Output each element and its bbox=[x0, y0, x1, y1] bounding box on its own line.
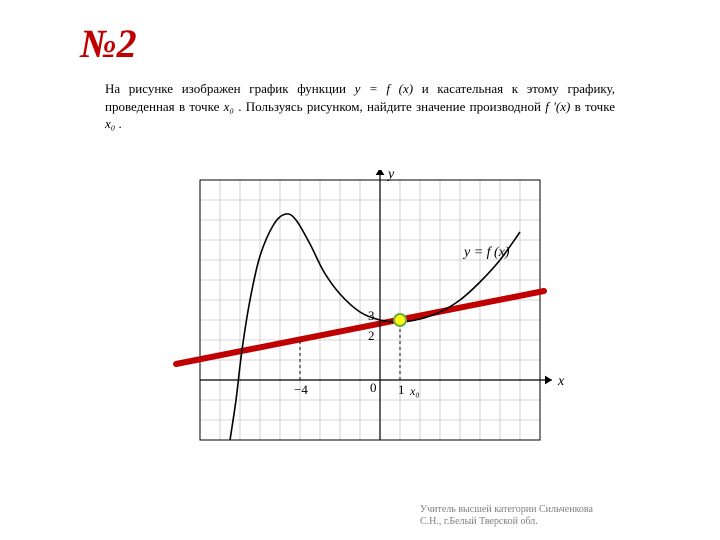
math-fprime: f '(x) bbox=[545, 99, 570, 114]
slide-title: №2 bbox=[80, 20, 137, 67]
problem-line3a: производной bbox=[470, 99, 546, 114]
svg-text:x: x bbox=[557, 374, 565, 389]
math-x0-2: x₀ bbox=[105, 116, 115, 131]
footer-line2: С.Н., г.Белый Тверской обл. bbox=[420, 516, 680, 528]
svg-text:3: 3 bbox=[368, 308, 375, 323]
svg-text:x₀: x₀ bbox=[409, 384, 420, 398]
footer-credit: Учитель высшей категории Сильченкова С.Н… bbox=[420, 504, 680, 528]
problem-line1a: На рисунке изображен график функции bbox=[105, 81, 355, 96]
chart: x y 3 2 0 −4 1 x₀ y = f (x) bbox=[160, 170, 580, 475]
math-x0-1: x₀ bbox=[224, 99, 234, 114]
problem-line3b: в точке bbox=[575, 99, 615, 114]
problem-line1b: и касательная к этому bbox=[422, 81, 559, 96]
slide: №2 На рисунке изображен график функции y… bbox=[0, 0, 720, 540]
problem-text: На рисунке изображен график функции y = … bbox=[105, 80, 615, 133]
svg-text:y = f (x): y = f (x) bbox=[462, 245, 510, 260]
svg-text:1: 1 bbox=[398, 382, 405, 397]
math-fx: y = f (x) bbox=[355, 81, 413, 96]
problem-line2b: . Пользуясь рисунком, найдите значение bbox=[238, 99, 465, 114]
chart-svg: x y 3 2 0 −4 1 x₀ y = f (x) bbox=[160, 170, 580, 470]
svg-text:0: 0 bbox=[370, 380, 377, 395]
footer-line1: Учитель высшей категории Сильченкова bbox=[420, 504, 680, 516]
svg-text:−4: −4 bbox=[294, 382, 308, 397]
problem-line3c: . bbox=[119, 116, 122, 131]
svg-text:2: 2 bbox=[368, 328, 375, 343]
svg-text:y: y bbox=[386, 170, 395, 182]
